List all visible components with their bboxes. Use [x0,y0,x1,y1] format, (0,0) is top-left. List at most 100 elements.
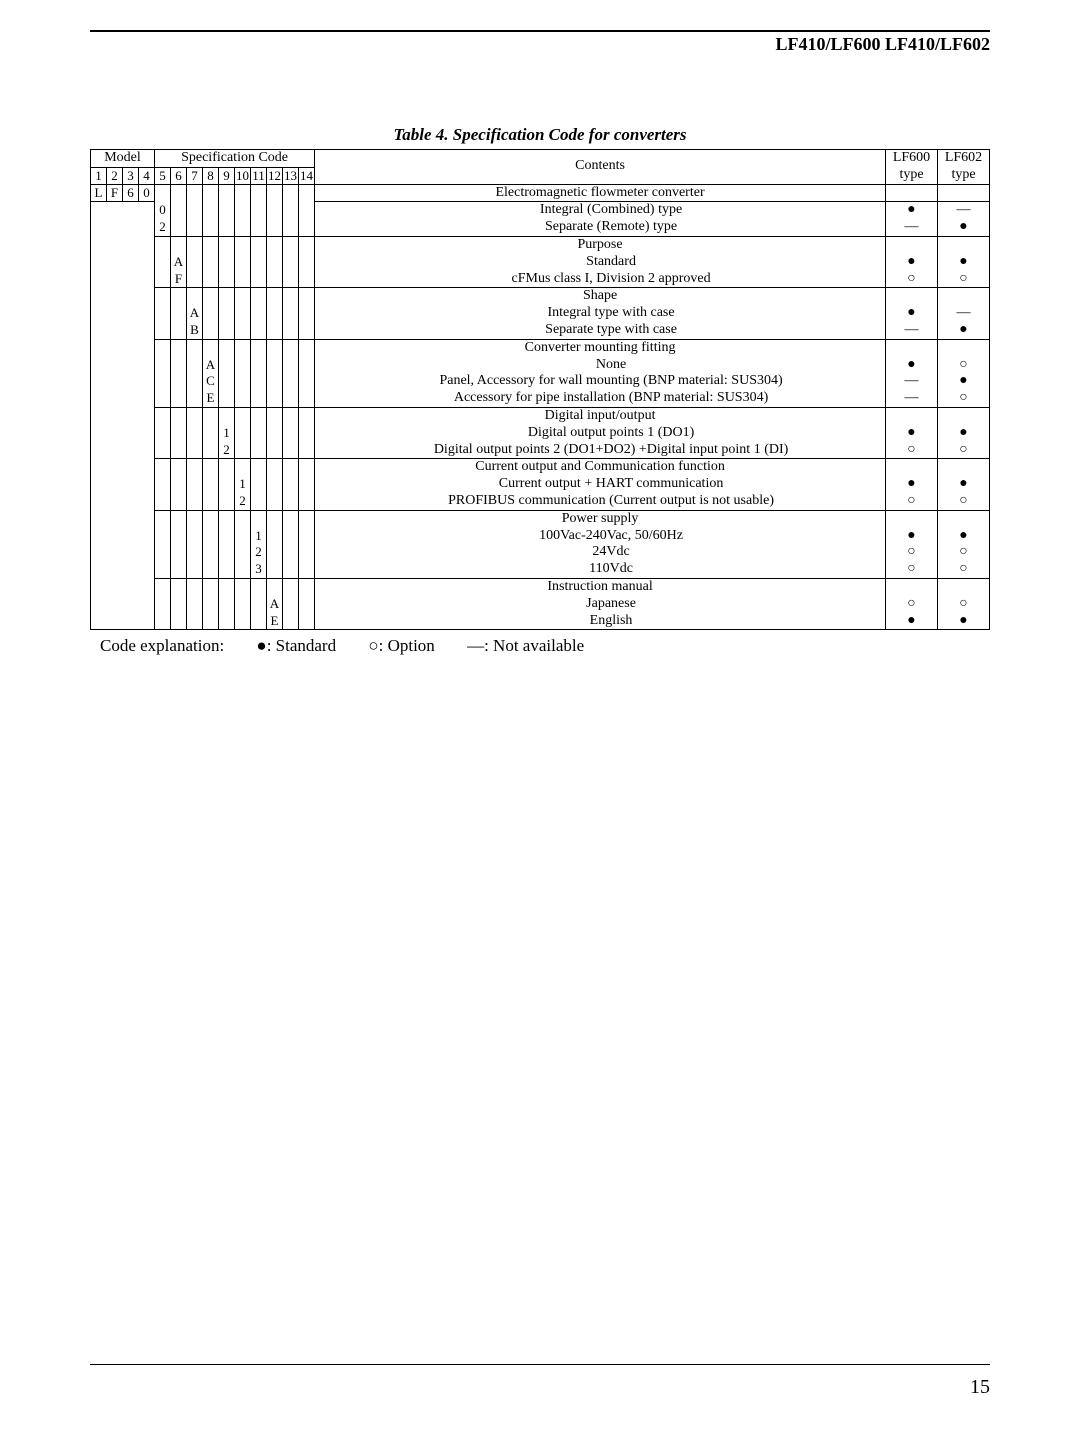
codecol-10 [235,442,251,459]
codecol-7 [187,528,203,545]
codecol-10 [235,271,251,288]
code-legend: Code explanation: ●: Standard ○: Option … [90,636,990,656]
content-line: Separate type with case [315,322,886,339]
codecol-9 [219,493,235,510]
codecol-7 [187,339,203,356]
lf600-cell [886,288,938,305]
codecol-12 [267,578,283,595]
codecol-9 [219,219,235,236]
codecol-7 [187,219,203,236]
codecol-7 [187,493,203,510]
lf600-cell [886,339,938,356]
codecol-8 [203,544,219,561]
content-line: Purpose [315,236,886,253]
codecol-7 [187,561,203,578]
lf600-cell: ● [886,476,938,493]
codecol-11 [251,305,267,322]
codecol-8 [203,613,219,630]
header-colnum-1: 1 [91,167,107,184]
lf600-cell: ○ [886,442,938,459]
codecol-14 [299,561,315,578]
header-colnum-3: 3 [123,167,139,184]
lf600-cell: — [886,219,938,236]
lf602-cell: ○ [938,357,990,374]
header-colnum-11: 11 [251,167,267,184]
codecol-12 [267,339,283,356]
codecol-13 [283,236,299,253]
codecol-8 [203,219,219,236]
codecol-14 [299,544,315,561]
codecol-14 [299,578,315,595]
content-line: Current output and Communication functio… [315,459,886,476]
codecol-13 [283,254,299,271]
codecol-12 [267,407,283,424]
content-line: Accessory for pipe installation (BNP mat… [315,390,886,407]
content-electromagnetic: Electromagnetic flowmeter converter [315,184,886,202]
codecol-9 [219,510,235,527]
codecol-9 [219,305,235,322]
content-line: Converter mounting fitting [315,339,886,356]
codecol-13 [283,407,299,424]
codecol-6: A [171,254,187,271]
codecol-6: F [171,271,187,288]
lf600-cell [886,407,938,424]
codecol-9 [219,390,235,407]
content-line: Digital output points 1 (DO1) [315,425,886,442]
codecol-5: 0 [155,202,171,219]
codecol-5 [155,510,171,527]
codecol-5: 2 [155,219,171,236]
codecol-10-row-model [235,184,251,202]
codecol-12 [267,425,283,442]
codecol-12 [267,288,283,305]
header-colnum-12: 12 [267,167,283,184]
codecol-12-row-model [267,184,283,202]
codecol-11 [251,219,267,236]
table-title: Table 4. Specification Code for converte… [90,125,990,145]
content-line: Japanese [315,596,886,613]
codecol-10: 1 [235,476,251,493]
codecol-9 [219,339,235,356]
codecol-8 [203,476,219,493]
codecol-14 [299,596,315,613]
codecol-14 [299,459,315,476]
codecol-5 [155,459,171,476]
codecol-14 [299,339,315,356]
page-container: LF410/LF600 LF410/LF602 Table 4. Specifi… [0,0,1080,1435]
codecol-11 [251,271,267,288]
codecol-14 [299,407,315,424]
codecol-6 [171,459,187,476]
codecol-11 [251,510,267,527]
codecol-14 [299,254,315,271]
header-lf600: LF600type [886,150,938,185]
codecol-7 [187,202,203,219]
content-line: Instruction manual [315,578,886,595]
codecol-6 [171,407,187,424]
codecol-6 [171,305,187,322]
codecol-8: A [203,357,219,374]
lf600-cell: ○ [886,544,938,561]
content-line: Integral (Combined) type [315,202,886,219]
codecol-8-row-model [203,184,219,202]
codecol-12 [267,271,283,288]
codecol-12 [267,322,283,339]
codecol-6 [171,544,187,561]
codecol-14 [299,476,315,493]
lf600-cell [886,510,938,527]
codecol-9 [219,578,235,595]
codecol-7 [187,459,203,476]
codecol-6 [171,493,187,510]
codecol-6 [171,442,187,459]
codecol-11 [251,613,267,630]
codecol-7 [187,288,203,305]
codecol-12 [267,493,283,510]
lf600-cell: — [886,390,938,407]
content-line: Power supply [315,510,886,527]
codecol-12 [267,236,283,253]
codecol-8 [203,425,219,442]
codecol-7 [187,357,203,374]
codecol-7 [187,236,203,253]
codecol-11 [251,407,267,424]
codecol-7 [187,254,203,271]
lf602-cell: ● [938,254,990,271]
codecol-13 [283,613,299,630]
